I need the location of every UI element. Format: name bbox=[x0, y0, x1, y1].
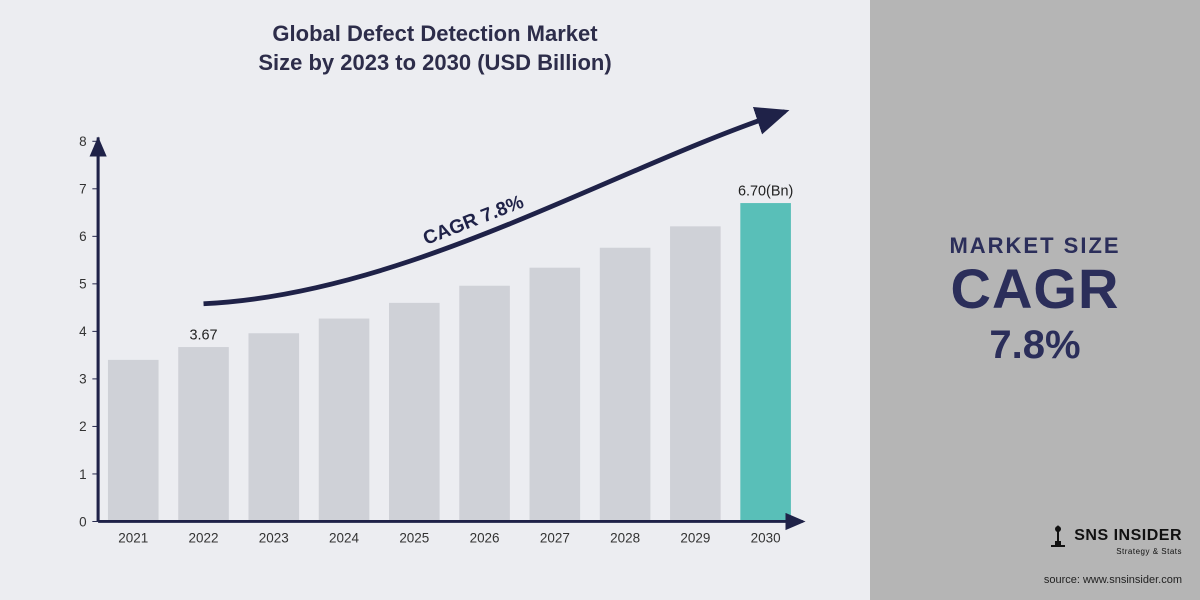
bar bbox=[530, 268, 581, 522]
bar bbox=[459, 286, 510, 522]
bar bbox=[600, 248, 651, 522]
x-tick-label: 2028 bbox=[610, 531, 640, 546]
x-tick-label: 2027 bbox=[540, 531, 570, 546]
y-tick-label: 4 bbox=[79, 324, 87, 339]
y-tick-label: 7 bbox=[79, 182, 86, 197]
x-tick-label: 2029 bbox=[680, 531, 710, 546]
logo: SNS INSIDER Strategy & Stats bbox=[1048, 523, 1182, 556]
source-text: source: www.snsinsider.com bbox=[1044, 574, 1182, 586]
bar bbox=[108, 360, 159, 522]
y-tick-label: 6 bbox=[79, 229, 86, 244]
x-tick-label: 2022 bbox=[189, 531, 219, 546]
x-tick-label: 2030 bbox=[751, 531, 781, 546]
x-tick-label: 2021 bbox=[118, 531, 148, 546]
x-tick-label: 2026 bbox=[470, 531, 500, 546]
bar bbox=[178, 347, 229, 521]
bar bbox=[319, 319, 370, 522]
y-tick-label: 3 bbox=[79, 372, 86, 387]
bar-value-label: 6.70(Bn) bbox=[738, 184, 793, 200]
title-line1: Global Defect Detection Market bbox=[272, 21, 597, 46]
right-panel: MARKET SIZE CAGR 7.8% SNS INSIDER Strate… bbox=[870, 0, 1200, 600]
bar bbox=[248, 333, 299, 521]
cagr-value: 7.8% bbox=[989, 323, 1080, 368]
y-tick-label: 8 bbox=[79, 134, 86, 149]
bar bbox=[670, 227, 721, 522]
x-tick-label: 2024 bbox=[329, 531, 359, 546]
curve-label: CAGR 7.8% bbox=[420, 192, 526, 250]
y-tick-label: 1 bbox=[79, 467, 86, 482]
logo-name: SNS INSIDER bbox=[1074, 527, 1182, 545]
title-line2: Size by 2023 to 2030 (USD Billion) bbox=[258, 50, 611, 75]
bar bbox=[740, 203, 791, 521]
cagr-label: CAGR bbox=[951, 261, 1120, 317]
y-tick-label: 5 bbox=[79, 277, 86, 292]
x-tick-label: 2023 bbox=[259, 531, 289, 546]
chart-area: 3.67 6.70(Bn) 0 1 2 3 4 5 6 7 8 2021 2022 2023 2024 202… bbox=[50, 97, 820, 590]
bar bbox=[389, 303, 440, 522]
y-tick-label: 2 bbox=[79, 419, 86, 434]
x-tick-label: 2025 bbox=[399, 531, 429, 546]
logo-tagline: Strategy & Stats bbox=[1048, 547, 1182, 556]
logo-icon bbox=[1048, 523, 1068, 549]
y-tick-label: 0 bbox=[79, 514, 86, 529]
bar-chart: 3.67 6.70(Bn) 0 1 2 3 4 5 6 7 8 2021 2022 2023 2024 202… bbox=[50, 97, 820, 590]
chart-title: Global Defect Detection Market Size by 2… bbox=[20, 20, 850, 77]
bar-value-label: 3.67 bbox=[189, 328, 217, 344]
market-size-label: MARKET SIZE bbox=[949, 233, 1120, 259]
